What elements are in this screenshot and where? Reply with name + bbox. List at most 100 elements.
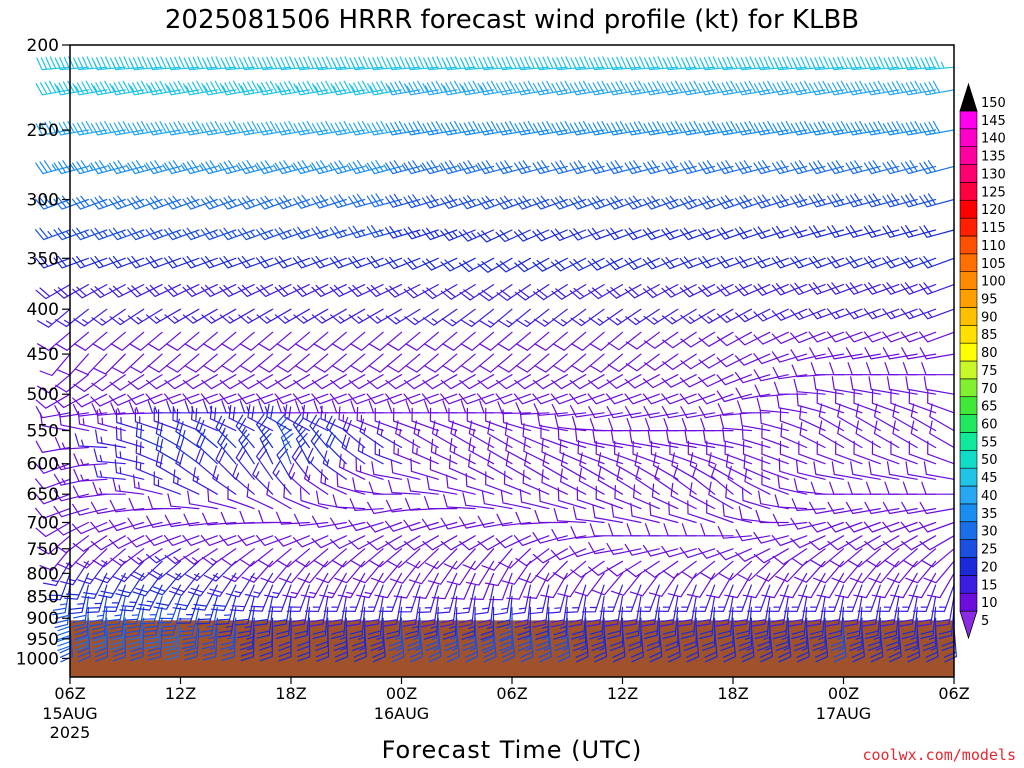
wind-barb [458, 257, 495, 273]
wind-barb [759, 410, 789, 432]
wind-barb [923, 461, 955, 480]
x-tick-date: 16AUG [374, 704, 429, 723]
wind-barb [256, 120, 292, 136]
wind-barb [304, 465, 329, 495]
wind-barb [135, 439, 163, 465]
wind-barb [348, 193, 384, 208]
wind-barb [810, 548, 845, 568]
wind-barb [293, 284, 329, 297]
wind-barb [829, 362, 863, 376]
y-tick-label: 250 [27, 121, 59, 141]
wind-barb [440, 194, 476, 209]
wind-barb [593, 628, 608, 663]
wind-barb [127, 255, 163, 269]
wind-barb [35, 493, 71, 505]
wind-barb [919, 535, 955, 551]
wind-barb [635, 465, 660, 495]
wind-barb [461, 606, 476, 640]
wind-barb [552, 560, 587, 580]
wind-barb [554, 414, 587, 432]
wind-barb [422, 374, 458, 390]
wind-barb [330, 374, 366, 390]
wind-barb [681, 560, 716, 580]
wind-barb [295, 429, 310, 465]
wind-barb [366, 255, 403, 269]
wind-barb [221, 331, 255, 351]
wind-barb [733, 595, 752, 627]
wind-barb [698, 308, 734, 324]
wind-barb [374, 440, 403, 465]
wind-barb [423, 353, 458, 373]
wind-barb [839, 584, 863, 612]
wind-barb [541, 469, 568, 495]
wind-barb [183, 513, 218, 527]
wind-barb [219, 195, 255, 210]
wind-barb [588, 374, 624, 390]
wind-barb [458, 195, 495, 210]
wind-barb [708, 481, 734, 510]
wind-barb [296, 617, 310, 651]
wind-barb [845, 255, 881, 269]
wind-barb [779, 572, 808, 599]
wind-barb [127, 535, 163, 548]
wind-barb [809, 56, 845, 71]
wind-barb [569, 374, 605, 390]
wind-barb [90, 501, 126, 515]
wind-barb [90, 521, 126, 533]
wind-barb [385, 120, 421, 136]
wind-barb [533, 56, 568, 71]
wind-barb [884, 481, 918, 495]
wind-barb [353, 628, 367, 663]
wind-barb [386, 56, 421, 71]
wind-barb [239, 510, 274, 524]
wind-barb [417, 584, 439, 614]
wind-barb [809, 535, 845, 551]
wind-barb [588, 541, 624, 555]
wind-barb [551, 80, 587, 96]
wind-barb [502, 409, 531, 432]
wind-barb [386, 331, 421, 351]
wind-barb [570, 308, 605, 327]
wind-barb [868, 461, 900, 480]
wind-barb [532, 229, 568, 242]
wind-barb [90, 80, 126, 96]
wind-barb [192, 467, 218, 495]
wind-barb [827, 193, 863, 208]
wind-barb [641, 595, 660, 627]
wind-barb [514, 160, 550, 175]
wind-barb [698, 374, 734, 388]
wind-barb [200, 535, 237, 546]
wind-barb [868, 560, 900, 584]
wind-barb [582, 584, 605, 613]
wind-barb [477, 257, 513, 273]
wind-barb [847, 481, 881, 495]
wind-barb [274, 160, 310, 175]
wind-barb [827, 308, 863, 320]
wind-barb [588, 284, 624, 300]
wind-barb [925, 628, 939, 663]
wind-barb [458, 595, 476, 628]
wind-barb [331, 353, 366, 373]
wind-barb [534, 509, 568, 524]
wind-barb [661, 80, 697, 96]
colorbar-label: 85 [981, 328, 998, 343]
wind-barb [515, 548, 550, 567]
wind-barb [759, 628, 773, 663]
wind-barb [256, 393, 292, 405]
wind-barb [687, 500, 716, 524]
wind-barb [91, 308, 126, 326]
wind-barb [127, 393, 163, 406]
wind-barb [807, 595, 826, 627]
wind-barb [847, 548, 881, 568]
wind-barb [557, 487, 587, 510]
wind-barb [882, 255, 918, 269]
wind-barb [827, 535, 863, 551]
wind-barb [313, 353, 347, 373]
wind-barb [71, 255, 108, 269]
wind-barb [276, 511, 310, 525]
wind-barb [919, 160, 955, 175]
wind-barb [862, 595, 881, 627]
wind-barb [390, 459, 421, 480]
wind-barb [864, 120, 900, 136]
wind-barb [661, 374, 697, 388]
